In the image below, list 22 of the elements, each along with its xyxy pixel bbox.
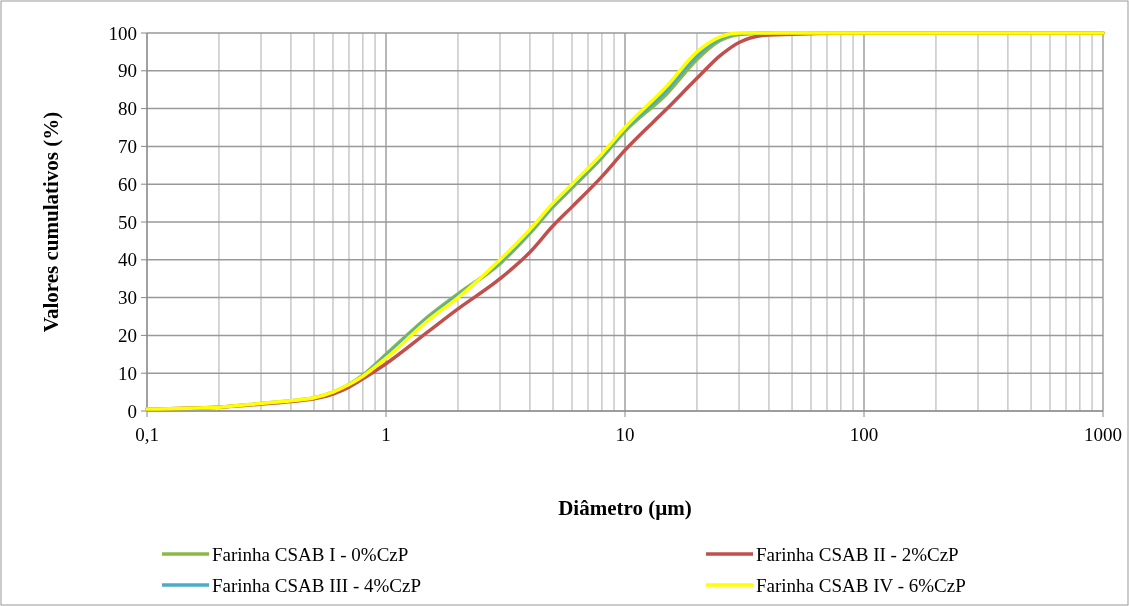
x-tick-label: 100 — [849, 424, 879, 445]
x-tick-label: 0,1 — [135, 424, 159, 445]
y-tick-label: 60 — [118, 173, 137, 195]
y-axis-title: Valores cumulativos (%) — [39, 111, 63, 333]
x-tick-label: 1000 — [1084, 424, 1122, 445]
legend-label: Farinha CSAB IV - 6%CzP — [756, 574, 966, 596]
x-tick-label: 10 — [615, 424, 635, 445]
x-axis-title: Diâmetro (µm) — [558, 496, 692, 520]
y-tick-label: 80 — [118, 98, 137, 120]
y-tick-label: 10 — [118, 362, 137, 384]
legend-label: Farinha CSAB III - 4%CzP — [212, 574, 421, 596]
y-tick-label: 70 — [118, 136, 137, 158]
x-tick-label: 1 — [381, 424, 391, 445]
legend-label: Farinha CSAB I - 0%CzP — [212, 543, 409, 565]
y-tick-label: 50 — [118, 211, 137, 233]
y-tick-label: 0 — [127, 400, 137, 422]
y-tick-label: 100 — [108, 22, 137, 44]
legend-label: Farinha CSAB II - 2%CzP — [756, 543, 959, 565]
y-tick-label: 30 — [118, 287, 137, 309]
y-tick-label: 20 — [118, 325, 137, 347]
y-tick-label: 90 — [118, 60, 137, 82]
y-tick-label: 40 — [118, 249, 137, 271]
